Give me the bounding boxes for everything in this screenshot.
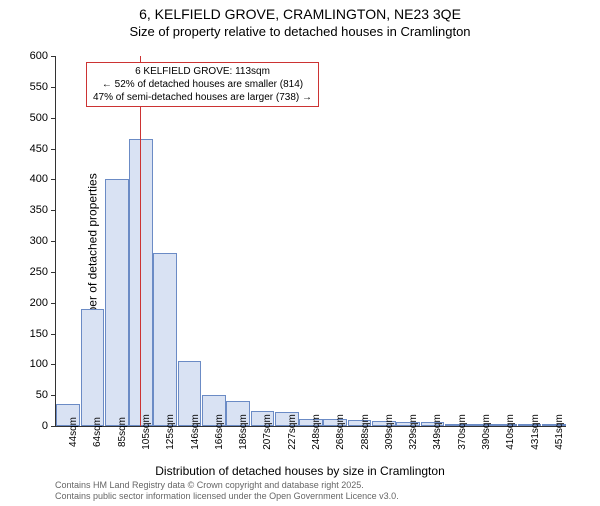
y-tick [51,118,56,119]
x-tick-label: 207sqm [262,414,273,450]
plot-area: 05010015020025030035040045050055060044sq… [55,56,566,427]
x-tick-label: 410sqm [505,414,516,450]
x-tick-label: 105sqm [141,414,152,450]
annotation-larger: 47% of semi-detached houses are larger (… [93,91,312,104]
annotation-smaller: ← 52% of detached houses are smaller (81… [93,78,312,91]
y-tick-label: 350 [30,204,48,216]
chart-container: 6, KELFIELD GROVE, CRAMLINGTON, NE23 3QE… [0,6,600,506]
y-tick-label: 200 [30,297,48,309]
x-tick-label: 146sqm [190,414,201,450]
histogram-bar [153,253,177,426]
x-tick-label: 268sqm [335,414,346,450]
x-tick-label: 349sqm [432,414,443,450]
x-tick-label: 64sqm [92,417,103,447]
y-tick-label: 100 [30,358,48,370]
y-tick-label: 450 [30,143,48,155]
property-marker-line [140,56,141,426]
x-tick-label: 309sqm [384,414,395,450]
x-tick-label: 227sqm [287,414,298,450]
x-tick-label: 166sqm [214,414,225,450]
annotation-title: 6 KELFIELD GROVE: 113sqm [93,65,312,78]
x-tick-label: 85sqm [117,417,128,447]
y-tick-label: 500 [30,112,48,124]
y-tick [51,426,56,427]
y-tick-label: 550 [30,81,48,93]
y-tick [51,87,56,88]
y-tick [51,334,56,335]
y-tick-label: 250 [30,266,48,278]
y-tick-label: 400 [30,173,48,185]
x-tick-label: 44sqm [68,417,79,447]
x-tick-label: 390sqm [481,414,492,450]
y-tick [51,303,56,304]
y-tick-label: 0 [42,420,48,432]
y-tick [51,149,56,150]
x-tick-label: 288sqm [360,414,371,450]
histogram-bar [81,309,105,426]
x-tick-label: 248sqm [311,414,322,450]
histogram-bar [105,179,129,426]
annotation-box: 6 KELFIELD GROVE: 113sqm← 52% of detache… [86,62,319,107]
y-tick [51,364,56,365]
y-tick-label: 600 [30,50,48,62]
chart-subtitle: Size of property relative to detached ho… [0,24,600,39]
x-tick-label: 125sqm [165,414,176,450]
chart-title: 6, KELFIELD GROVE, CRAMLINGTON, NE23 3QE [0,6,600,22]
y-tick [51,56,56,57]
x-tick-label: 431sqm [530,414,541,450]
x-tick-label: 370sqm [457,414,468,450]
y-tick [51,179,56,180]
x-tick-label: 329sqm [408,414,419,450]
footer-line-2: Contains public sector information licen… [55,491,399,502]
x-tick-label: 186sqm [238,414,249,450]
y-tick [51,395,56,396]
y-tick [51,272,56,273]
x-tick-label: 451sqm [554,414,565,450]
y-tick-label: 300 [30,235,48,247]
footer-line-1: Contains HM Land Registry data © Crown c… [55,480,399,491]
y-tick [51,241,56,242]
y-tick [51,210,56,211]
y-tick-label: 150 [30,328,48,340]
x-axis-title: Distribution of detached houses by size … [0,464,600,478]
y-tick-label: 50 [36,389,48,401]
footer-credits: Contains HM Land Registry data © Crown c… [55,480,399,502]
